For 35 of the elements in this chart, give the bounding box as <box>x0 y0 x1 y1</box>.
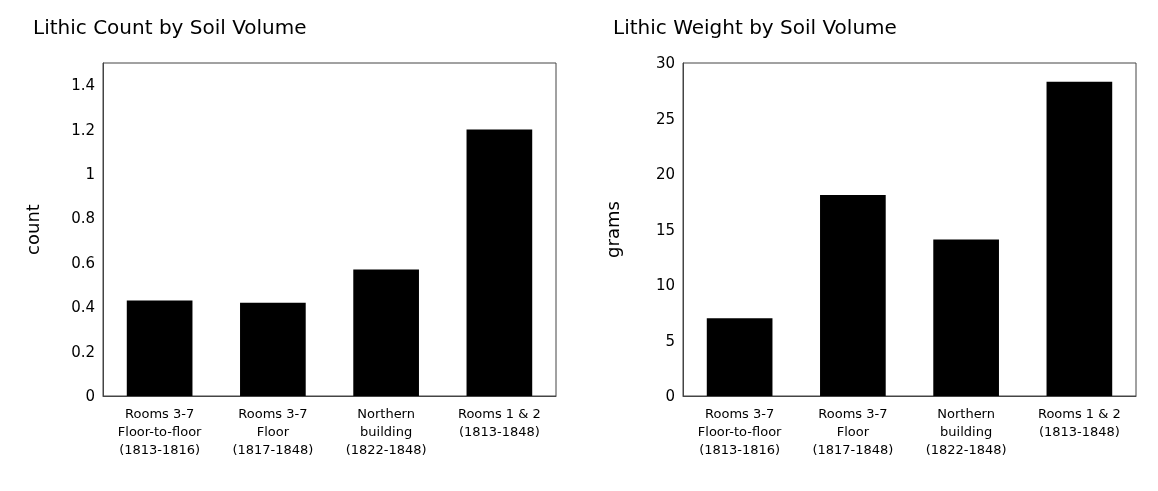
y-tick-label: 15 <box>655 220 675 239</box>
y-axis-title: grams <box>601 201 623 258</box>
y-tick-label: 20 <box>655 165 675 183</box>
bar <box>240 302 306 396</box>
y-tick-label: 1.2 <box>71 120 95 139</box>
y-tick-label: 0.2 <box>71 342 95 361</box>
x-tick-label: Rooms 1 & 2 (1813-1848) <box>1037 405 1121 439</box>
y-tick-label: 1.4 <box>71 76 95 95</box>
x-tick-label: Northern building (1822-1848) <box>925 405 1007 457</box>
y-tick-label: 5 <box>665 331 675 350</box>
bar <box>820 195 886 396</box>
y-tick-label: 0 <box>665 387 675 405</box>
y-tick-label: 0.8 <box>71 209 95 228</box>
y-tick-label: 0.4 <box>71 298 95 317</box>
x-tick-label: Rooms 3-7 Floor-to-floor (1813-1816) <box>117 405 203 457</box>
x-tick-label: Rooms 3-7 Floor-to-floor (1813-1816) <box>697 405 783 457</box>
x-tick-label: Northern building (1822-1848) <box>345 405 427 457</box>
bar <box>466 129 533 396</box>
bar <box>353 269 419 396</box>
bar <box>706 318 773 396</box>
bar <box>933 239 999 396</box>
chart-title: Lithic Count by Soil Volume <box>33 15 307 39</box>
y-tick-label: 0.6 <box>71 253 95 272</box>
y-axis-title: count <box>21 204 43 255</box>
y-tick-label: 30 <box>655 54 675 72</box>
y-tick-label: 1 <box>85 165 95 183</box>
x-tick-label: Rooms 3-7 Floor (1817-1848) <box>232 405 314 457</box>
y-tick-label: 25 <box>655 109 675 128</box>
bar <box>1046 81 1113 396</box>
y-tick-label: 0 <box>85 387 95 405</box>
y-tick-label: 10 <box>655 276 675 294</box>
bar <box>126 300 193 396</box>
chart-title: Lithic Weight by Soil Volume <box>613 15 897 39</box>
x-tick-label: Rooms 1 & 2 (1813-1848) <box>457 405 541 439</box>
x-tick-label: Rooms 3-7 Floor (1817-1848) <box>812 405 894 457</box>
